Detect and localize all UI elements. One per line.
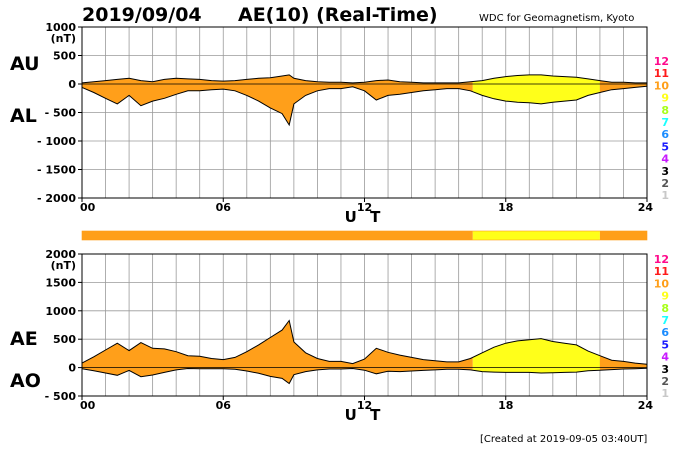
x-tick-label: 18 — [498, 399, 513, 412]
unit-label: (nT) — [51, 32, 76, 45]
y-tick-label: 500 — [53, 50, 76, 63]
y-tick-label: 1500 — [45, 276, 76, 289]
station-count-label: 2 — [661, 375, 669, 388]
station-count-label: 10 — [654, 79, 670, 92]
station-count-label: 7 — [661, 116, 669, 129]
y-tick-label: - 500 — [45, 390, 77, 403]
strip-frame — [81, 230, 648, 241]
activity-fill-area — [472, 74, 600, 104]
series-line-al — [81, 85, 648, 127]
station-count-label: 1 — [661, 387, 669, 400]
x-tick-label: 12 — [357, 399, 372, 412]
activity-fill-area — [82, 320, 473, 384]
x-tick-label: 24 — [638, 201, 654, 214]
strip-segment — [599, 231, 647, 240]
x-axis-label: U T — [345, 208, 385, 226]
series-label-ae: AE — [10, 328, 38, 350]
activity-fill-area — [82, 74, 473, 125]
series-label-au: AU — [10, 53, 40, 75]
x-tick-label: 06 — [216, 201, 232, 214]
y-tick-label: 1000 — [45, 305, 76, 318]
y-tick-label: 500 — [53, 333, 76, 346]
y-tick-label: 1000 — [45, 21, 76, 34]
x-tick-label: 00 — [80, 201, 96, 214]
station-count-label: 11 — [654, 67, 669, 80]
unit-label: (nT) — [51, 259, 76, 272]
y-tick-label: 0 — [68, 78, 76, 91]
y-tick-label: - 1000 — [37, 135, 76, 148]
y-tick-label: - 1500 — [37, 164, 76, 177]
x-tick-label: 18 — [498, 201, 513, 214]
y-tick-label: 2000 — [45, 248, 76, 261]
station-count-label: 8 — [661, 302, 669, 315]
station-count-label: 12 — [654, 55, 669, 68]
station-count-label: 9 — [661, 290, 669, 303]
series-line-au — [81, 74, 647, 84]
station-count-label: 4 — [661, 351, 669, 364]
station-count-label: 3 — [661, 363, 669, 376]
x-tick-label: 24 — [638, 399, 654, 412]
station-count-label: 1 — [661, 189, 669, 202]
figure-title: AE(10) (Real-Time) — [238, 4, 438, 26]
y-tick-label: - 2000 — [37, 192, 76, 205]
activity-level-strip — [81, 230, 648, 241]
series-line-ae — [81, 319, 648, 365]
x-tick-label: 06 — [216, 399, 232, 412]
station-count-label: 10 — [654, 277, 670, 290]
y-tick-label: 0 — [68, 362, 76, 375]
series-label-al: AL — [10, 105, 37, 127]
y-tick-label: - 500 — [45, 107, 77, 120]
station-count-label: 8 — [661, 104, 669, 117]
station-count-label: 4 — [661, 153, 669, 166]
station-count-label: 2 — [661, 177, 669, 190]
strip-segment — [82, 231, 473, 240]
activity-fill-area — [472, 338, 600, 373]
series-label-ao: AO — [10, 370, 41, 392]
series-line-ao — [81, 367, 648, 385]
station-count-label: 6 — [661, 326, 669, 339]
activity-fill-area — [599, 355, 647, 371]
x-tick-label: 00 — [80, 399, 96, 412]
station-count-label: 12 — [654, 253, 669, 266]
station-count-label: 5 — [661, 140, 669, 153]
station-count-label: 3 — [661, 165, 669, 178]
strip-segment — [472, 231, 600, 240]
x-axis-label: U T — [345, 406, 385, 424]
station-count-label: 9 — [661, 92, 669, 105]
created-timestamp: [Created at 2019-09-05 03:40UT] — [480, 434, 647, 445]
station-count-label: 7 — [661, 314, 669, 327]
date-label: 2019/09/04 — [82, 4, 202, 26]
station-count-label: 5 — [661, 338, 669, 351]
source-label: WDC for Geomagnetism, Kyoto — [479, 13, 634, 24]
station-count-label: 11 — [654, 265, 669, 278]
station-count-label: 6 — [661, 128, 669, 141]
x-tick-label: 12 — [357, 201, 372, 214]
au-al-panel: 1000 500 0 - 500 - 1000 - 1500 - 2000 (nT) 00 06 1… — [10, 21, 669, 226]
